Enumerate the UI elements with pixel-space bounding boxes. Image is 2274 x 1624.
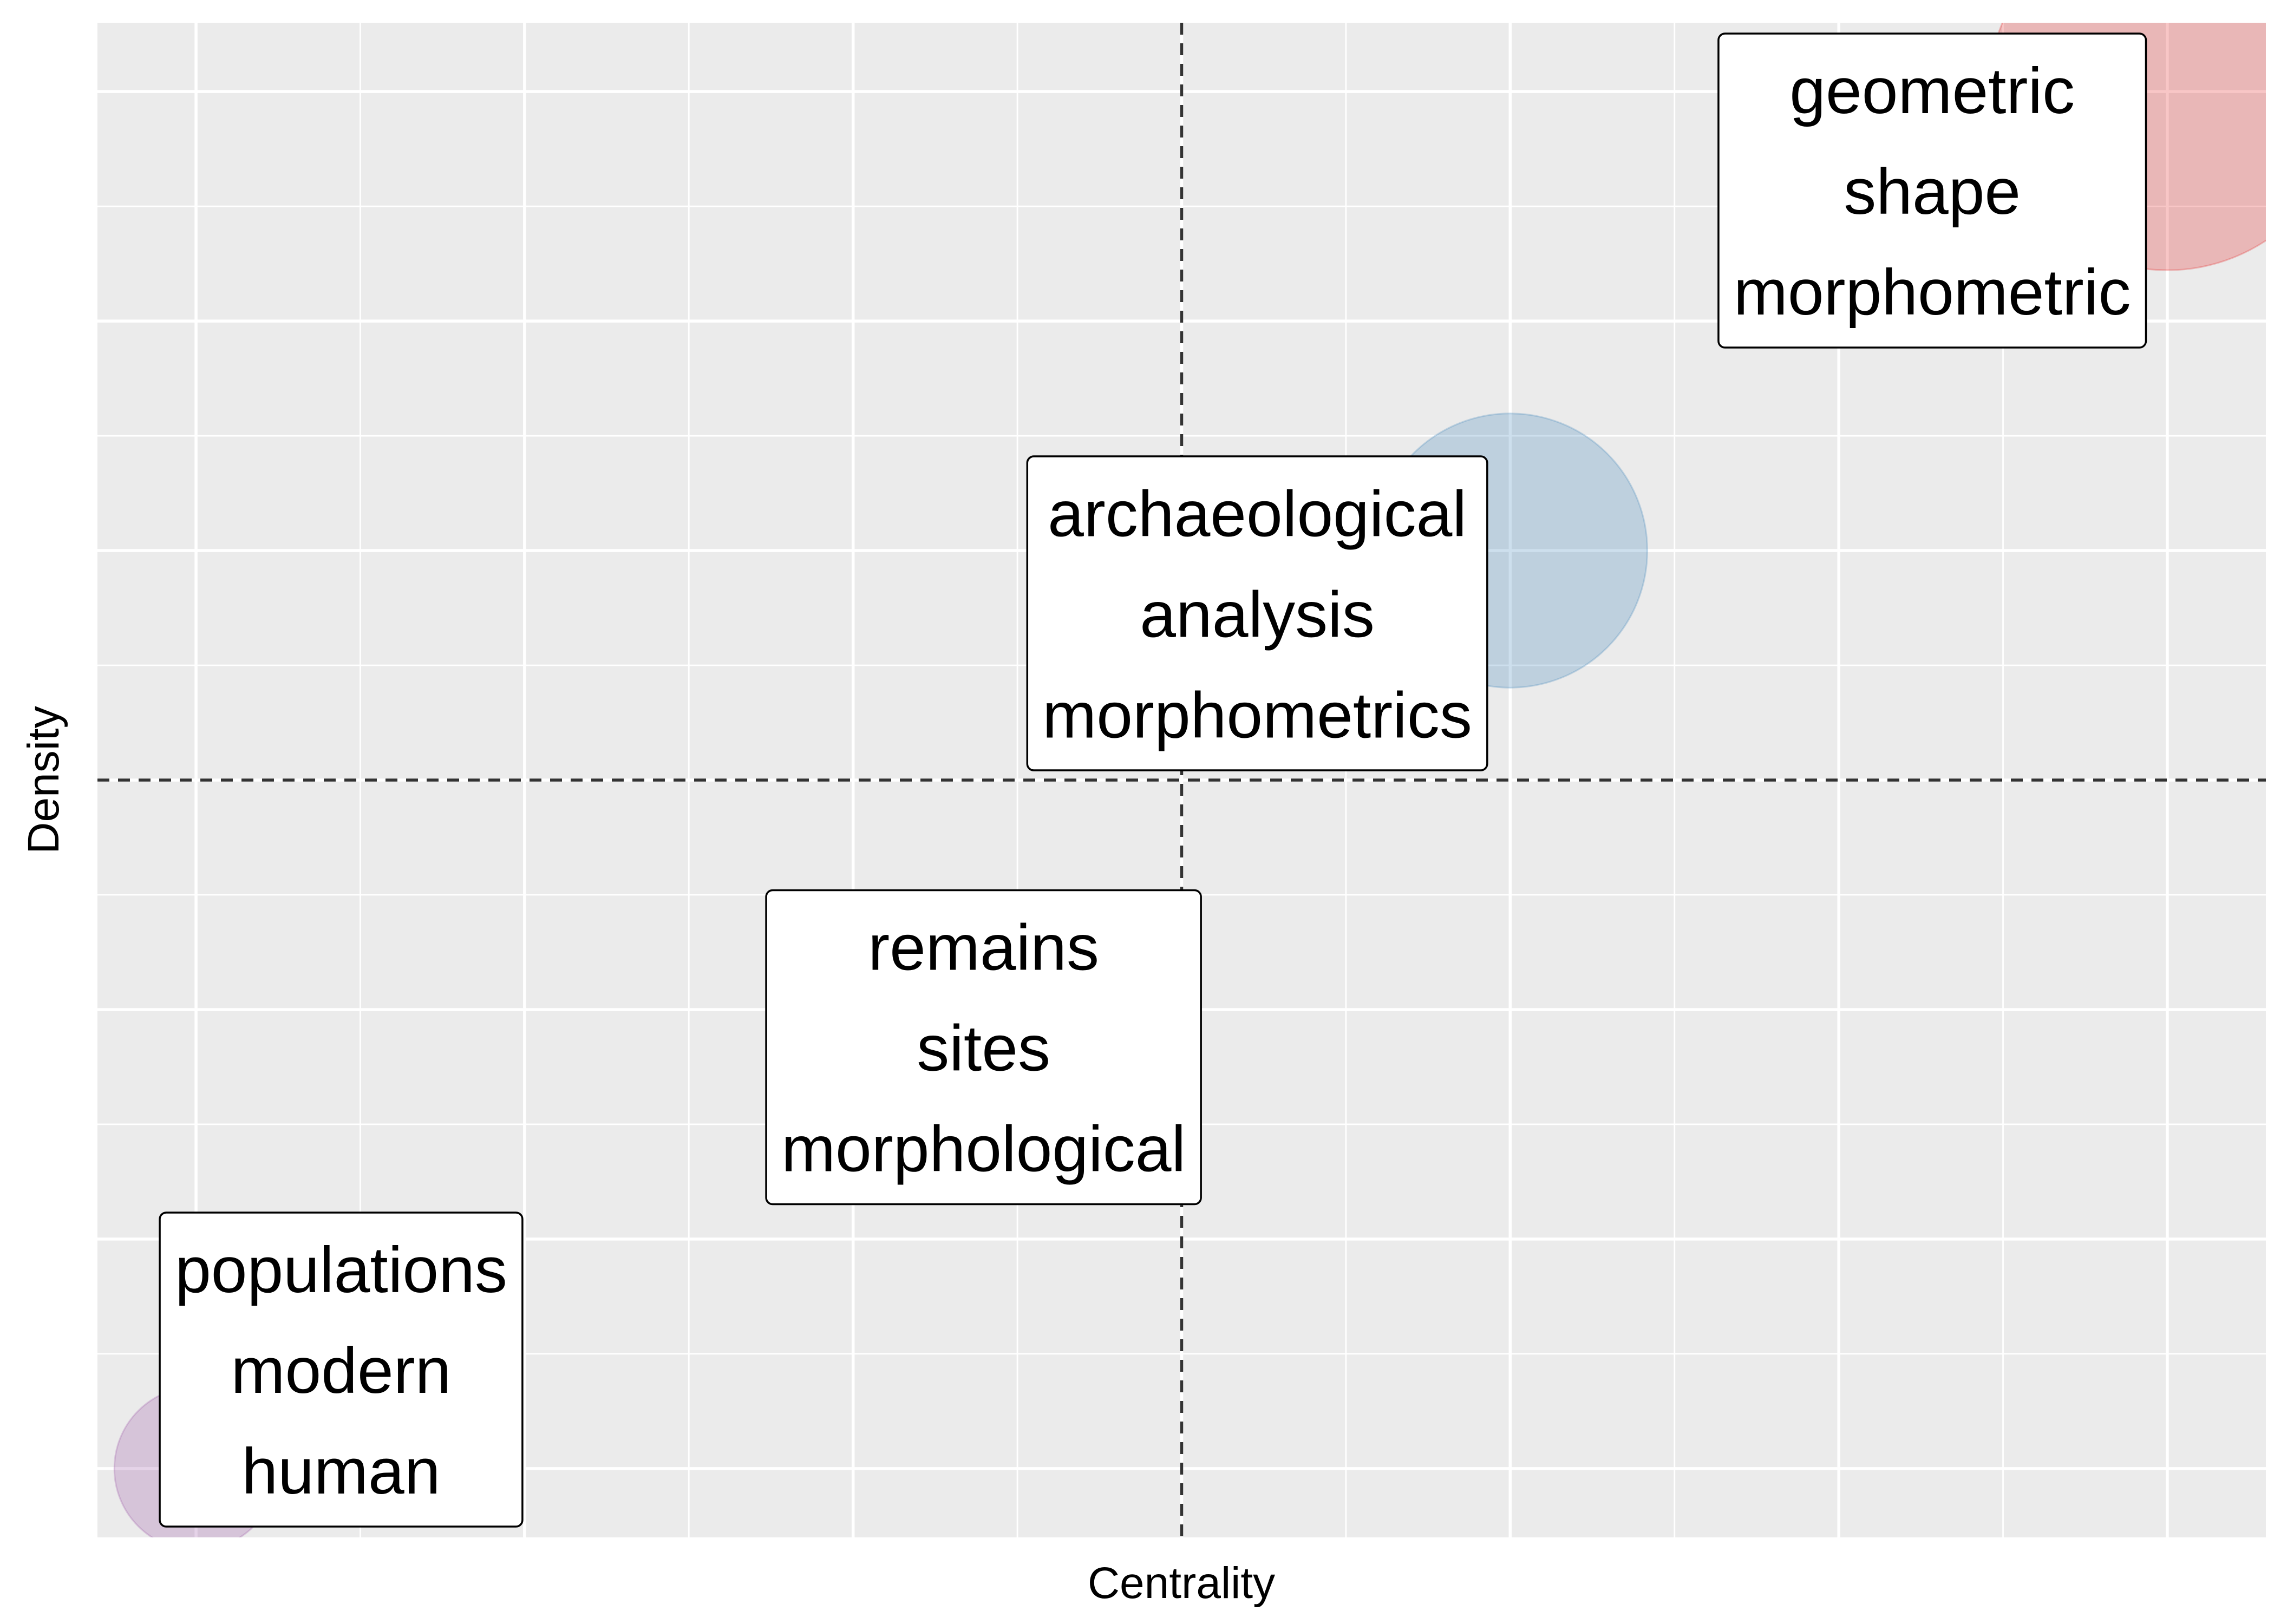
cluster-label-word: analysis [1140,578,1375,651]
cluster-label-word: human [242,1435,441,1508]
cluster-labels: geometric shape morphometric archaeological… [159,32,2147,1528]
cluster-label-word: modern [231,1334,452,1407]
label-box [1026,455,1488,771]
cluster-label-word: shape [1844,155,2021,228]
cluster-label-word: morphometric [1734,256,2131,329]
x-axis-title: Centrality [1088,1558,1275,1608]
label-box [765,889,1202,1206]
cluster-label-word: remains [868,912,1099,984]
cluster-label-3: remains sites morphological [765,889,1202,1206]
cluster-label-word: morphological [781,1113,1186,1186]
cluster-label-word: archaeological [1048,477,1467,550]
y-axis-title: Density [19,706,68,854]
label-box [159,1212,524,1528]
label-box [1717,32,2147,349]
cluster-label-4: populations modern human [159,1212,524,1528]
cluster-label-word: populations [175,1234,507,1306]
reference-lines [97,23,2266,1537]
cluster-label-word: geometric [1789,55,2075,127]
cluster-label-word: sites [917,1012,1050,1085]
cluster-label-1: geometric shape morphometric [1717,32,2147,349]
cluster-label-word: morphometrics [1042,679,1472,751]
cluster-label-2: archaeological analysis morphometrics [1026,455,1488,771]
